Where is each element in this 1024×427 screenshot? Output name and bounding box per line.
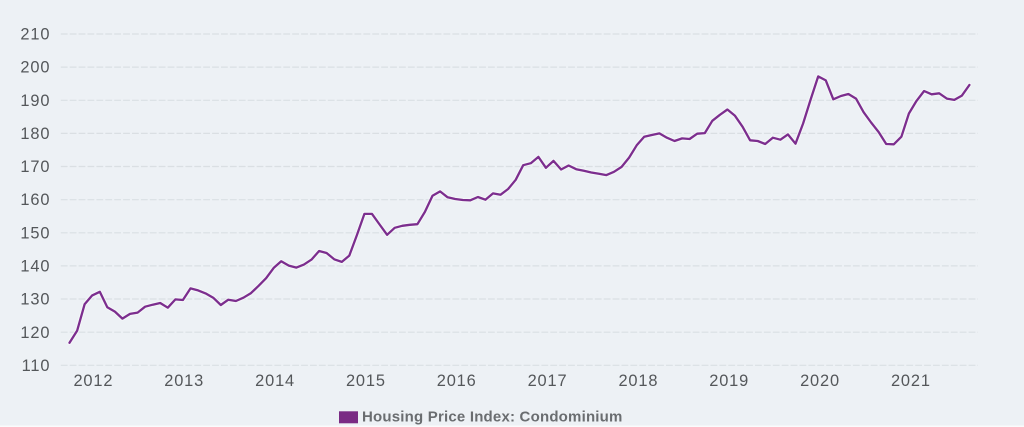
svg-text:190: 190 <box>20 92 50 110</box>
svg-text:130: 130 <box>20 291 50 309</box>
svg-text:140: 140 <box>20 258 50 276</box>
svg-text:2013: 2013 <box>164 372 204 390</box>
svg-text:2014: 2014 <box>255 372 295 390</box>
svg-text:2015: 2015 <box>346 372 386 390</box>
svg-text:210: 210 <box>20 26 50 44</box>
svg-text:2018: 2018 <box>618 372 658 390</box>
svg-text:160: 160 <box>20 191 50 209</box>
svg-text:2020: 2020 <box>800 372 840 390</box>
svg-text:200: 200 <box>20 59 50 77</box>
svg-text:2016: 2016 <box>437 372 477 390</box>
svg-text:2021: 2021 <box>891 372 931 390</box>
svg-text:2017: 2017 <box>528 372 568 390</box>
svg-text:170: 170 <box>20 158 50 176</box>
svg-text:120: 120 <box>20 324 50 342</box>
svg-text:110: 110 <box>22 357 51 375</box>
svg-text:2012: 2012 <box>73 372 113 390</box>
svg-text:180: 180 <box>20 125 50 143</box>
svg-text:150: 150 <box>20 224 50 242</box>
svg-text:Housing Price Index: Condomini: Housing Price Index: Condominium <box>362 409 623 426</box>
svg-text:2019: 2019 <box>709 372 749 390</box>
